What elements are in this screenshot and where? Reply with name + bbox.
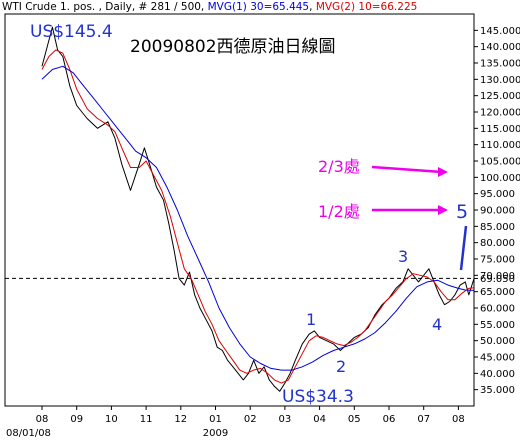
label-high-price: US$145.4: [30, 22, 113, 42]
chart-title: 20090802西德原油日線圖: [130, 37, 336, 57]
x-tick-label: 08: [36, 414, 49, 425]
x-tick-label: 12: [174, 414, 187, 425]
header-sep: ,: [309, 1, 316, 13]
wave-label-2: 2: [336, 357, 346, 376]
y-tick-label: 140.000: [480, 42, 520, 53]
y-tick-label: 145.000: [480, 26, 520, 37]
y-tick-label: 85.000: [480, 222, 515, 233]
x-tick-label: 03: [279, 414, 292, 425]
wave-label-3: 3: [398, 247, 408, 266]
y-tick-label: 125.000: [480, 91, 520, 102]
y-tick-label: 75.000: [480, 255, 515, 266]
y-tick-label: 70.000: [480, 271, 515, 282]
x-tick-label: 06: [383, 414, 396, 425]
price-line: [41, 26, 475, 392]
x-tick-label: 05: [348, 414, 361, 425]
x-sub-label: 2009: [203, 428, 228, 439]
header-prefix: WTI Crude 1. pos. , Daily, # 281 / 500,: [2, 1, 208, 13]
y-tick-label: 40.000: [480, 369, 515, 380]
wave-label-1: 1: [306, 310, 316, 329]
y-tick-label: 95.000: [480, 189, 515, 200]
header-mvg2: MVG(2) 10=66.225: [315, 1, 418, 13]
y-tick-label: 110.000: [480, 140, 520, 151]
y-tick-label: 120.000: [480, 108, 520, 119]
arrow-shaft: [371, 165, 443, 174]
y-tick-label: 50.000: [480, 336, 515, 347]
x-tick-label: 11: [140, 414, 153, 425]
x-tick-label: 04: [313, 414, 326, 425]
y-tick-label: 55.000: [480, 320, 515, 331]
wave-label-5: 5: [456, 201, 468, 223]
y-tick-label: 65.000: [480, 287, 515, 298]
chart-header: WTI Crude 1. pos. , Daily, # 281 / 500, …: [2, 1, 417, 13]
arrow-one-half: [372, 205, 448, 215]
label-low-price: US$34.3: [282, 387, 354, 407]
header-mvg1: MVG(1) 30=65.445: [207, 1, 310, 13]
mvg1-line: [41, 65, 475, 371]
x-sub-label: 08/01/08: [6, 428, 51, 439]
x-tick-label: 07: [417, 414, 430, 425]
y-tick-label: 135.000: [480, 59, 520, 70]
y-tick-label: 100.000: [480, 173, 520, 184]
x-tick-label: 08: [452, 414, 465, 425]
label-one-half: 1/2處: [318, 202, 360, 221]
y-tick-label: 90.000: [480, 206, 515, 217]
y-tick-label: 60.000: [480, 304, 515, 315]
y-tick-label: 35.000: [480, 385, 515, 396]
y-tick-label: 80.000: [480, 238, 515, 249]
wave-label-4: 4: [432, 315, 442, 334]
y-tick-label: 69.050: [480, 274, 515, 285]
x-tick-label: 09: [70, 414, 83, 425]
x-tick-label: 01: [209, 414, 222, 425]
y-tick-label: 115.000: [480, 124, 520, 135]
arrow-two-thirds: [371, 165, 448, 177]
arrow-head: [438, 167, 448, 177]
arrow-head: [438, 205, 448, 215]
label-two-thirds: 2/3處: [318, 157, 360, 176]
x-tick-label: 02: [244, 414, 257, 425]
x-tick-label: 10: [105, 414, 118, 425]
y-tick-label: 105.000: [480, 157, 520, 168]
wave-5-line: [459, 225, 468, 271]
mvg2-line: [41, 49, 475, 384]
y-tick-label: 130.000: [480, 75, 520, 86]
y-tick-label: 45.000: [480, 353, 515, 364]
